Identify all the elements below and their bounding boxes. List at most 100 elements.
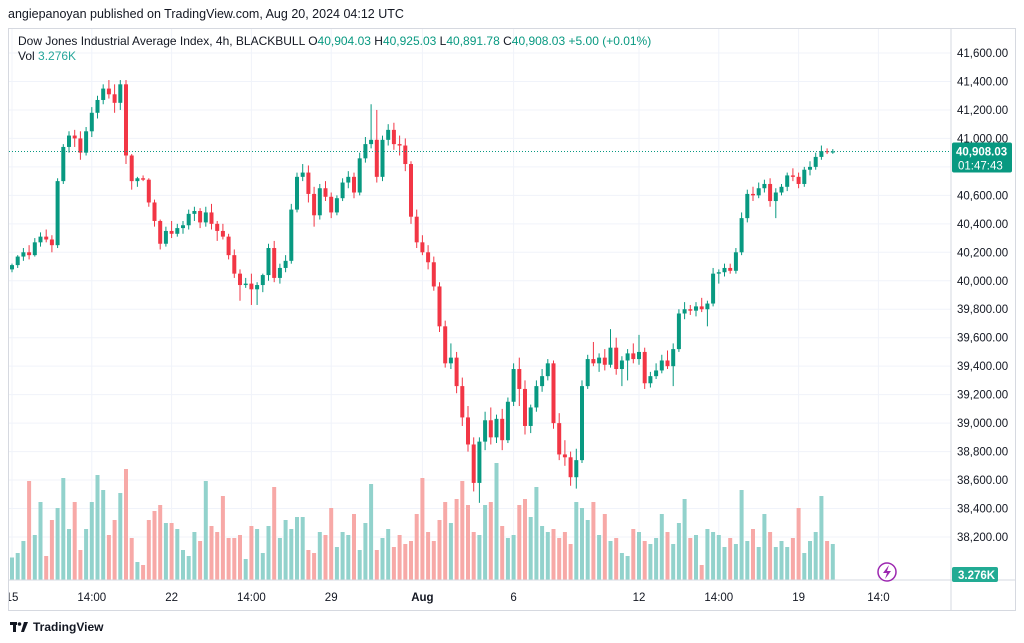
y-tick-label: 41,200.00 xyxy=(957,105,1008,117)
candle xyxy=(500,408,505,451)
volume-bar xyxy=(414,514,419,580)
volume-bar xyxy=(619,553,624,580)
volume-bar xyxy=(466,505,470,580)
volume-bar xyxy=(38,502,43,580)
candle xyxy=(397,135,402,156)
candle-body xyxy=(329,196,334,213)
candle-body xyxy=(762,183,767,189)
candle-body xyxy=(477,441,482,483)
volume-bar xyxy=(363,523,368,580)
candle-body xyxy=(220,230,225,237)
candle-body xyxy=(203,212,208,223)
volume-badge: 3.276K xyxy=(952,567,998,582)
candle xyxy=(711,267,716,307)
candle-body xyxy=(277,267,282,278)
candle-body xyxy=(426,252,431,263)
volume-bar xyxy=(101,490,106,580)
candle xyxy=(10,263,14,273)
candle xyxy=(523,380,527,435)
candle xyxy=(637,334,641,365)
y-tick-label: 39,000.00 xyxy=(957,418,1008,430)
candle xyxy=(403,138,408,172)
candle xyxy=(232,249,237,278)
volume-bar xyxy=(699,565,704,580)
candle-body xyxy=(232,255,237,274)
volume-bar xyxy=(454,499,459,580)
publisher-line: angiepanoyan published on TradingView.co… xyxy=(8,7,404,21)
volume-bar xyxy=(15,553,20,580)
chart-frame[interactable]: 38,200.00 38,400.00 38,600.00 38,800.00 39,0… xyxy=(8,28,1016,611)
candle-body xyxy=(135,178,140,182)
candle xyxy=(340,178,345,202)
volume-bar xyxy=(483,505,488,580)
candle xyxy=(124,80,128,165)
candle-body xyxy=(659,360,664,371)
volume-bar xyxy=(27,481,32,580)
candle xyxy=(779,183,784,196)
candle-body xyxy=(602,357,607,365)
candle xyxy=(78,131,83,160)
candle xyxy=(762,179,767,193)
candle xyxy=(483,411,488,451)
time-axis[interactable]: 15 14:00 22 14:00 29 Aug 6 12 14:00 19 14:0 xyxy=(9,579,1015,604)
candle xyxy=(728,263,733,274)
candle-body xyxy=(756,188,761,196)
candle-body xyxy=(374,139,379,177)
y-tick-label: 38,200.00 xyxy=(957,532,1008,544)
candle xyxy=(819,145,824,160)
volume-bar xyxy=(477,535,482,580)
candle xyxy=(619,356,624,387)
candle xyxy=(101,84,106,105)
candle xyxy=(665,350,670,370)
lightning-icon[interactable] xyxy=(877,562,897,582)
candle-body xyxy=(186,213,191,226)
candle-body xyxy=(540,376,545,387)
candle xyxy=(614,337,619,375)
volume-bar xyxy=(448,523,453,580)
candle-body xyxy=(619,360,624,370)
candle xyxy=(591,341,596,367)
tradingview-logo-icon xyxy=(10,622,28,632)
volume-bar xyxy=(403,544,408,580)
volume-bar xyxy=(580,508,584,580)
candle xyxy=(557,413,562,461)
candle-body xyxy=(733,252,738,271)
candle-body xyxy=(312,193,317,216)
candle xyxy=(688,304,693,315)
volume-bar xyxy=(243,559,248,580)
candle-body xyxy=(403,145,408,165)
volume-bar xyxy=(289,529,294,580)
volume-bar xyxy=(642,541,647,580)
candle xyxy=(722,263,727,277)
candle-body xyxy=(585,359,590,387)
volume-bar xyxy=(545,532,550,580)
volume-bar xyxy=(443,502,448,580)
price-axis[interactable]: 38,200.00 38,400.00 38,600.00 38,800.00 39,0… xyxy=(950,29,1008,610)
candle-body xyxy=(238,273,242,286)
candle xyxy=(551,360,556,429)
legend-ohlc-row: Dow Jones Industrial Average Index, 4h, … xyxy=(18,34,651,49)
candlestick-chart[interactable]: 38,200.00 38,400.00 38,600.00 38,800.00 39,0… xyxy=(9,29,1015,610)
candle-body xyxy=(158,220,163,244)
x-tick-label: 14:00 xyxy=(237,592,266,604)
y-tick-label: 40,000.00 xyxy=(957,276,1008,288)
symbol-title[interactable]: Dow Jones Industrial Average Index, 4h, … xyxy=(18,34,305,48)
candle xyxy=(312,186,317,227)
candle xyxy=(61,144,66,184)
y-tick-label: 38,800.00 xyxy=(957,447,1008,459)
candle xyxy=(426,245,431,270)
volume-bar xyxy=(551,529,556,580)
candle xyxy=(648,371,653,388)
volume-badge-value: 3.276K xyxy=(958,570,996,582)
candle xyxy=(84,127,89,156)
volume-bar xyxy=(306,550,311,580)
volume-bar xyxy=(431,541,436,580)
candle-body xyxy=(517,369,522,389)
candle xyxy=(306,165,311,203)
volume-bar xyxy=(295,517,299,580)
volume-bar xyxy=(534,487,539,580)
candle-body xyxy=(78,138,83,153)
candle-body xyxy=(545,363,550,377)
volume-bar xyxy=(557,538,562,580)
candle-body xyxy=(785,175,790,187)
